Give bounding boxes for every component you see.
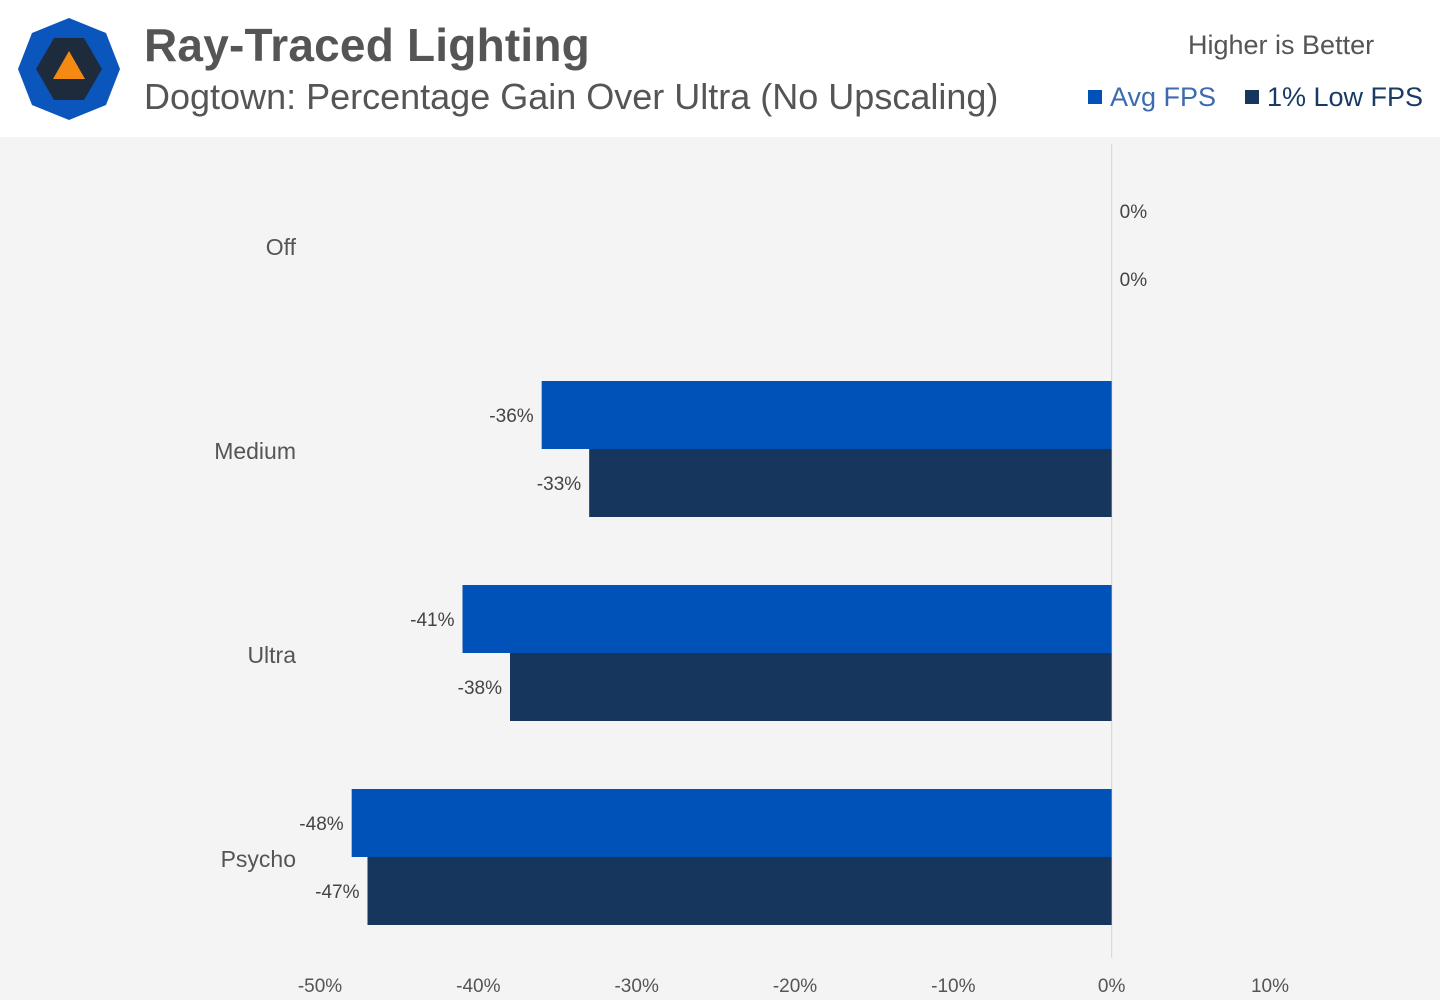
legend-swatch-1pct-low-fps [1245, 89, 1259, 104]
higher-is-better-note: Higher is Better [1188, 30, 1375, 60]
data-label-ultra-avg-fps: -41% [410, 610, 454, 631]
bar-ultra-avg-fps [462, 585, 1112, 653]
chart-title: Ray-Traced Lighting [144, 19, 590, 71]
legend-label-avg-fps: Avg FPS [1110, 82, 1217, 112]
category-label-psycho: Psycho [221, 846, 296, 872]
x-tick-label: -10% [931, 976, 975, 997]
data-label-off-avg-fps: 0% [1120, 202, 1148, 223]
x-tick-label: -40% [456, 976, 500, 997]
x-tick-label: 0% [1098, 976, 1126, 997]
category-label-medium: Medium [214, 438, 296, 464]
bar-medium-avg-fps [541, 381, 1112, 449]
data-label-psycho-avg-fps: -48% [299, 814, 343, 835]
hexagon-triangle-logo-icon [18, 18, 120, 120]
data-label-psycho-1pct-low-fps: -47% [315, 882, 359, 903]
data-label-off-1pct-low-fps: 0% [1120, 270, 1148, 291]
x-tick-label: -50% [298, 976, 342, 997]
category-label-off: Off [266, 234, 297, 260]
data-label-ultra-1pct-low-fps: -38% [458, 678, 502, 699]
bar-psycho-avg-fps [351, 789, 1112, 857]
data-label-medium-avg-fps: -36% [489, 406, 533, 427]
data-label-medium-1pct-low-fps: -33% [537, 474, 581, 495]
legend-item-1pct-low-fps: 1% Low FPS [1245, 82, 1423, 112]
bar-ultra-1pct-low-fps [510, 653, 1112, 721]
bar-psycho-1pct-low-fps [367, 857, 1112, 925]
chart-header: Ray-Traced Lighting Dogtown: Percentage … [0, 0, 1440, 137]
x-tick-label: 10% [1251, 976, 1289, 997]
category-label-ultra: Ultra [247, 642, 296, 668]
x-tick-label: -30% [614, 976, 658, 997]
legend-swatch-avg-fps [1088, 89, 1102, 104]
chart-subtitle: Dogtown: Percentage Gain Over Ultra (No … [144, 76, 999, 117]
bar-chart: Off 0% 0% Medium -36% -33% Ultra -41% -38% Psycho… [214, 144, 1289, 997]
legend-item-avg-fps: Avg FPS [1088, 82, 1216, 112]
x-tick-label: -20% [773, 976, 817, 997]
bar-medium-1pct-low-fps [589, 449, 1112, 517]
legend-label-1pct-low-fps: 1% Low FPS [1267, 82, 1424, 112]
